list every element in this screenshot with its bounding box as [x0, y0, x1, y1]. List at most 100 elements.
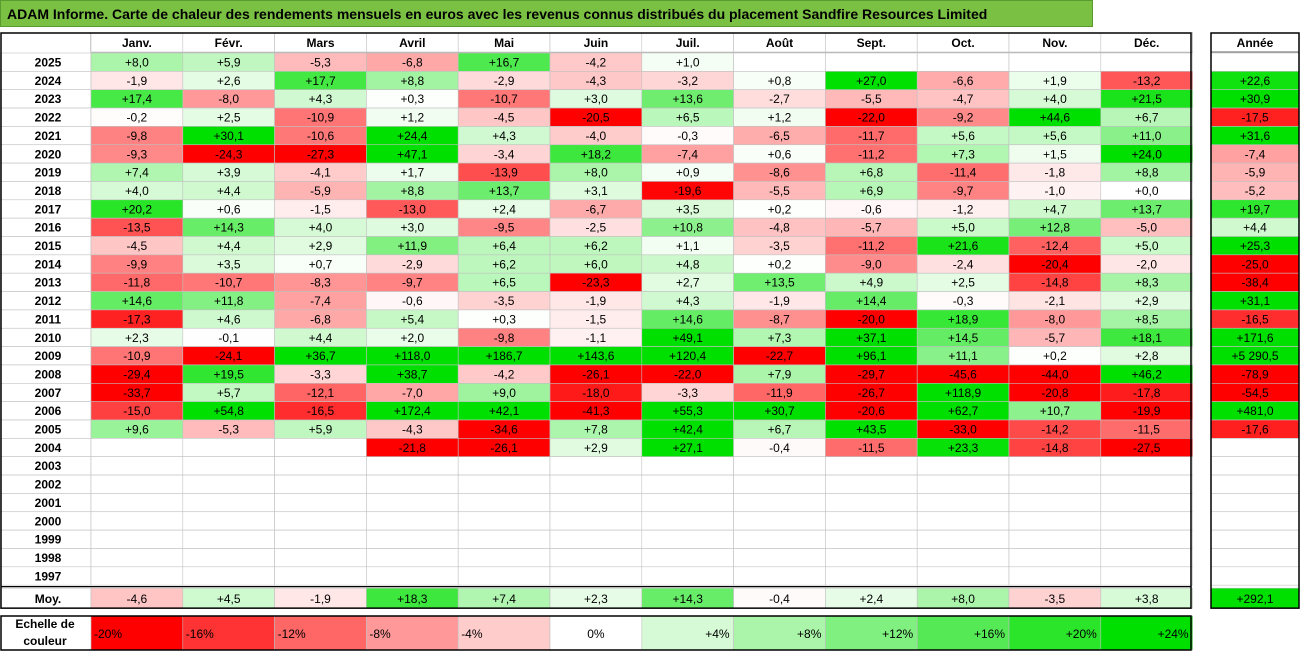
heatmap-cell	[733, 511, 826, 531]
annual-value: -25,0	[1241, 257, 1269, 271]
heatmap-cell	[916, 493, 1010, 513]
heatmap-value: -6,6	[953, 74, 974, 88]
heatmap-value: -7,4	[677, 147, 698, 161]
heatmap-value: -8,7	[769, 312, 790, 326]
heatmap-value: -4,1	[310, 166, 331, 180]
average-value: +18,3	[397, 592, 428, 606]
heatmap-cell	[1008, 52, 1102, 72]
heatmap-value: +14,4	[856, 294, 887, 308]
heatmap-value: -17,3	[123, 312, 151, 326]
heatmap-cell	[1008, 529, 1102, 549]
scale-label: -16%	[186, 627, 214, 641]
heatmap-cell	[733, 529, 826, 549]
heatmap-value: -10,7	[490, 92, 518, 106]
annual-cell	[1210, 511, 1300, 531]
heatmap-value: +8,8	[400, 74, 424, 88]
heatmap-value: +8,0	[584, 166, 608, 180]
heatmap-value: +0,3	[400, 92, 424, 106]
heatmap-cell	[366, 529, 459, 549]
average-label: Moy.	[35, 592, 61, 606]
heatmap-cell	[90, 474, 184, 494]
heatmap-value: -5,9	[310, 184, 331, 198]
heatmap-value: -1,5	[310, 202, 331, 216]
heatmap-value: -10,9	[307, 111, 335, 125]
heatmap-value: -1,0	[1045, 184, 1066, 198]
heatmap-value: -26,7	[858, 386, 886, 400]
heatmap-cell	[916, 511, 1010, 531]
heatmap-cell	[182, 511, 275, 531]
heatmap-value: -1,8	[1045, 166, 1066, 180]
heatmap-cell	[1100, 566, 1193, 586]
scale-swatch	[1100, 615, 1193, 651]
heatmap-cell	[366, 456, 459, 476]
heatmap-value: +4,4	[309, 331, 333, 345]
heatmap-cell	[733, 548, 826, 568]
heatmap-value: +6,5	[492, 276, 516, 290]
heatmap-cell	[1008, 566, 1102, 586]
heatmap-cell	[549, 474, 643, 494]
heatmap-cell	[825, 456, 918, 476]
year-label: 2022	[35, 111, 62, 125]
year-label: 2019	[35, 166, 62, 180]
main-table-border	[0, 32, 1192, 609]
heatmap-value: -14,2	[1041, 423, 1069, 437]
scale-label: -20%	[94, 627, 122, 641]
heatmap-value: -2,1	[1045, 294, 1066, 308]
heatmap-cell	[549, 566, 643, 586]
heatmap-cell	[1008, 493, 1102, 513]
average-value: +2,4	[859, 592, 883, 606]
heatmap-cell	[366, 566, 459, 586]
year-label: 2003	[35, 459, 62, 473]
heatmap-cell	[641, 548, 734, 568]
heatmap-value: -22,0	[858, 111, 886, 125]
heatmap-value: +9,0	[492, 386, 516, 400]
heatmap-value: -26,1	[490, 441, 518, 455]
heatmap-value: -27,5	[1133, 441, 1161, 455]
heatmap-value: -8,3	[310, 276, 331, 290]
heatmap-cell	[274, 474, 367, 494]
heatmap-value: -27,3	[307, 147, 335, 161]
heatmap-value: -3,2	[677, 74, 698, 88]
heatmap-value: +11,9	[398, 239, 428, 253]
heatmap-cell	[1100, 548, 1193, 568]
heatmap-value: +6,7	[768, 423, 792, 437]
annual-value: -17,5	[1241, 111, 1269, 125]
heatmap-cell	[916, 548, 1010, 568]
heatmap-value: -33,0	[949, 423, 977, 437]
heatmap-value: -3,5	[494, 294, 515, 308]
year-label: 2020	[35, 147, 62, 161]
annual-value: -5,9	[1245, 166, 1266, 180]
heatmap-value: -5,5	[769, 184, 790, 198]
heatmap-value: +4,8	[676, 257, 700, 271]
year-label: 2012	[35, 294, 62, 308]
heatmap-value: +1,2	[400, 111, 424, 125]
heatmap-cell	[1100, 52, 1193, 72]
heatmap-value: +5,6	[951, 129, 975, 143]
heatmap-cell	[457, 511, 551, 531]
heatmap-value: +6,4	[492, 239, 516, 253]
heatmap-value: +0,2	[768, 257, 792, 271]
heatmap-value: -10,7	[215, 276, 243, 290]
heatmap-value: +2,8	[1135, 349, 1159, 363]
heatmap-value: -10,9	[123, 349, 151, 363]
heatmap-value: -17,8	[1133, 386, 1161, 400]
heatmap-value: +16,7	[489, 56, 520, 70]
month-header-label: Avril	[399, 36, 425, 50]
heatmap-value: +2,9	[584, 441, 608, 455]
heatmap-value: -0,3	[953, 294, 974, 308]
heatmap-value: +6,2	[584, 239, 608, 253]
heatmap-value: -23,3	[582, 276, 610, 290]
heatmap-value: -34,6	[490, 423, 518, 437]
year-label: 2008	[35, 367, 62, 381]
average-value: -0,4	[769, 592, 790, 606]
annual-value: +31,1	[1240, 294, 1271, 308]
scale-label: -8%	[369, 627, 391, 641]
heatmap-value: +30,1	[214, 129, 245, 143]
heatmap-value: +3,0	[400, 221, 424, 235]
heatmap-value: +4,6	[217, 312, 241, 326]
heatmap-value: -21,8	[399, 441, 427, 455]
heatmap-value: -22,7	[766, 349, 794, 363]
year-label: 2025	[35, 56, 62, 70]
heatmap-value: -6,8	[402, 56, 423, 70]
heatmap-cell	[641, 529, 734, 549]
